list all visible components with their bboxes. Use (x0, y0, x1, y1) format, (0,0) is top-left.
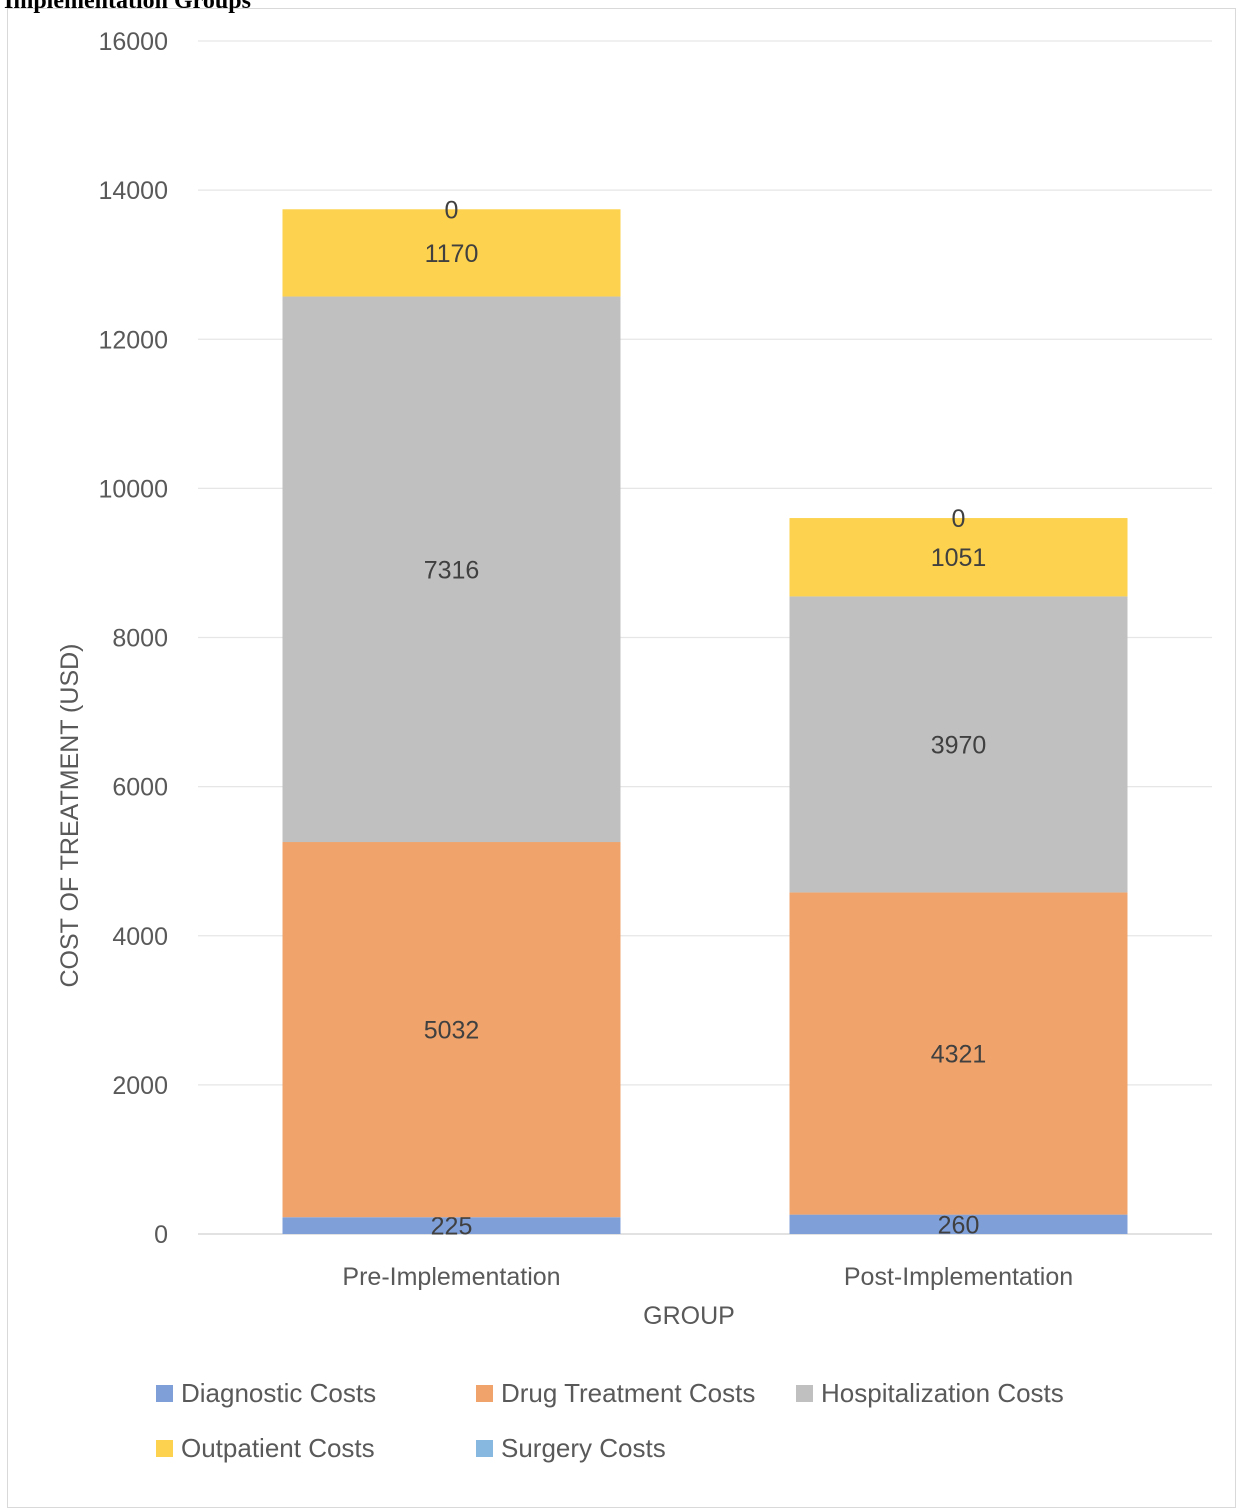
bar-outpatient-costs (789, 518, 1128, 597)
x-tick-label: Pre-Implementation (342, 1263, 560, 1291)
figure-caption: Implementation Groups (4, 0, 251, 14)
y-tick-label: 10000 (98, 475, 168, 503)
x-axis-title: GROUP (643, 1302, 735, 1330)
y-tick-label: 8000 (112, 625, 168, 653)
y-tick-label: 12000 (98, 326, 168, 354)
legend-label: Drug Treatment Costs (501, 1378, 755, 1408)
y-tick-label: 4000 (112, 923, 168, 951)
data-label: 7316 (424, 556, 480, 584)
data-label: 4321 (931, 1041, 987, 1069)
legend-label: Diagnostic Costs (181, 1378, 376, 1408)
bar-diagnostic-costs (789, 1214, 1128, 1234)
y-tick-label: 6000 (112, 774, 168, 802)
y-tick-label: 14000 (98, 177, 168, 205)
data-label: 0 (952, 505, 966, 533)
legend-swatch (476, 1385, 493, 1402)
data-label: 0 (445, 196, 459, 224)
y-tick-label: 0 (154, 1221, 168, 1249)
data-label: 5032 (424, 1017, 480, 1045)
y-tick-label: 2000 (112, 1072, 168, 1100)
bar-hospitalization-costs (789, 596, 1128, 893)
data-label: 3970 (931, 731, 987, 759)
data-label: 260 (938, 1211, 980, 1239)
legend-label: Surgery Costs (501, 1433, 666, 1463)
legend-label: Outpatient Costs (181, 1433, 375, 1463)
legend-swatch (156, 1440, 173, 1457)
bar-drug-treatment-costs (282, 842, 621, 1218)
data-label: 225 (431, 1213, 473, 1241)
bar-outpatient-costs (282, 209, 621, 297)
data-label: 1170 (425, 240, 479, 268)
legend-swatch (476, 1440, 493, 1457)
y-axis-title: COST OF TREATMENT (USD) (56, 644, 84, 988)
legend-swatch (156, 1385, 173, 1402)
bar-diagnostic-costs (282, 1217, 621, 1234)
bar-drug-treatment-costs (789, 892, 1128, 1215)
legend-label: Hospitalization Costs (821, 1378, 1064, 1408)
y-tick-label: 16000 (98, 28, 168, 56)
data-label: 1051 (931, 544, 987, 572)
bar-hospitalization-costs (282, 296, 621, 843)
legend-swatch (796, 1385, 813, 1402)
x-tick-label: Post-Implementation (844, 1263, 1073, 1291)
